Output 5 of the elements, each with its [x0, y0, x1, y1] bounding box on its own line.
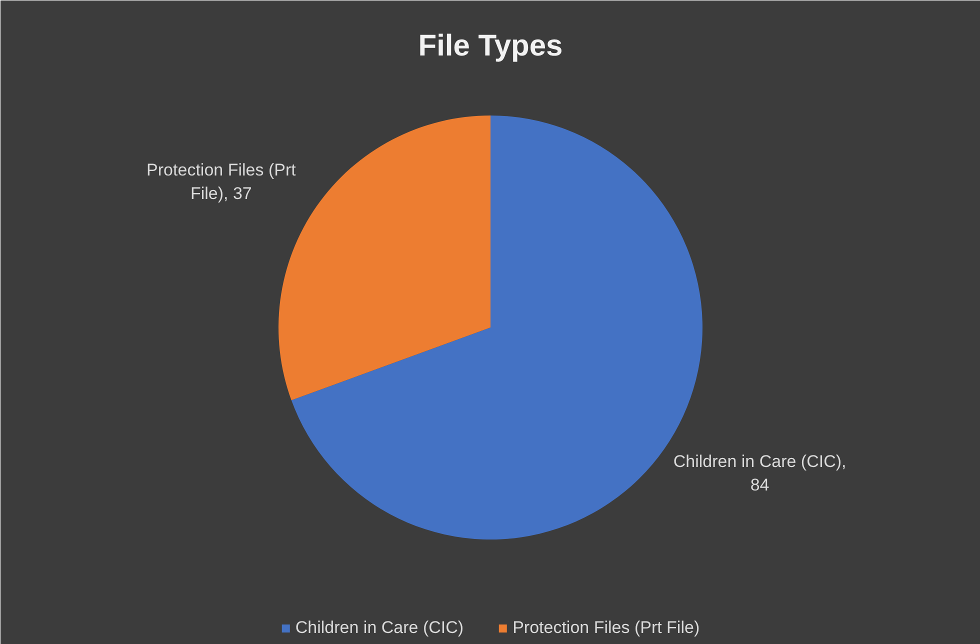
- legend-label: Protection Files (Prt File): [512, 618, 700, 638]
- chart-title: File Types: [418, 30, 563, 62]
- data-label: Children in Care (CIC), 84: [673, 452, 846, 495]
- data-label: Protection Files (Prt File), 37: [146, 160, 296, 204]
- legend-label: Children in Care (CIC): [295, 618, 464, 638]
